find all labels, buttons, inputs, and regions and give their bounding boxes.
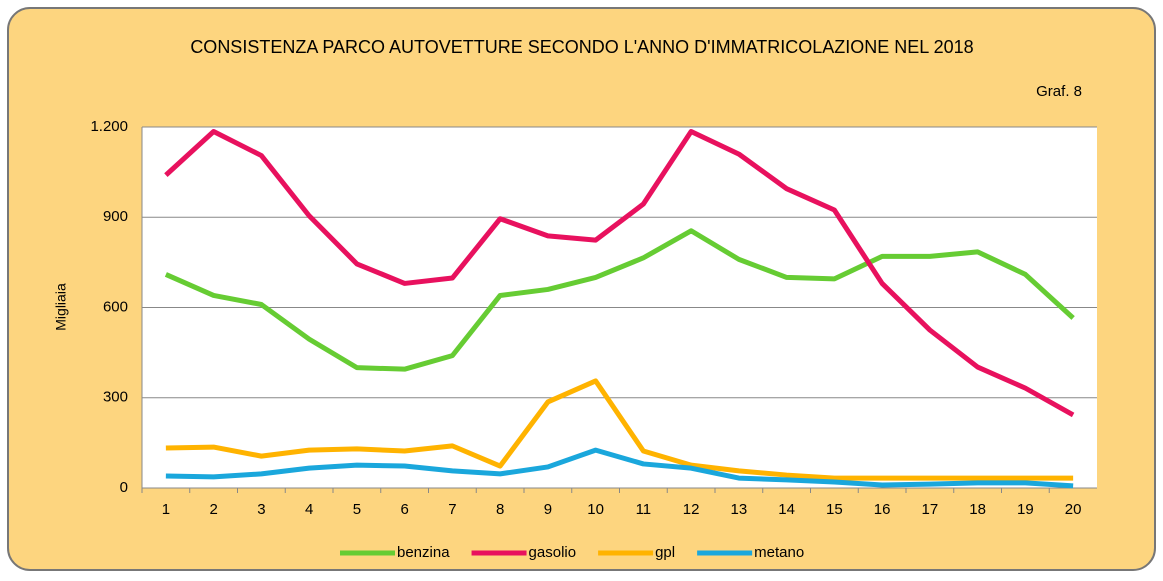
- x-tick-label: 3: [257, 501, 265, 518]
- series-line: [164, 129, 1075, 418]
- y-axis-label: Migliaia: [53, 283, 69, 331]
- legend-label: gasolio: [529, 544, 577, 561]
- legend-label: gpl: [655, 544, 675, 561]
- x-tick-label: 1: [162, 501, 170, 518]
- x-tick-label: 15: [826, 501, 843, 518]
- x-tick-label: 13: [731, 501, 748, 518]
- x-tick-label: 18: [969, 501, 986, 518]
- x-tick-label: 5: [353, 501, 361, 518]
- legend-label: benzina: [397, 544, 450, 561]
- x-tick-label: 8: [496, 501, 504, 518]
- x-tick-label: 2: [209, 501, 217, 518]
- chart-title: CONSISTENZA PARCO AUTOVETTURE SECONDO L'…: [190, 37, 973, 57]
- y-tick-label: 300: [103, 389, 128, 406]
- x-tick-label: 9: [544, 501, 552, 518]
- x-tick-label: 20: [1065, 501, 1082, 518]
- series-line: [164, 228, 1075, 372]
- x-tick-label: 16: [874, 501, 891, 518]
- x-tick-label: 12: [683, 501, 700, 518]
- x-tick-label: 19: [1017, 501, 1034, 518]
- x-tick-label: 4: [305, 501, 313, 518]
- legend-label: metano: [754, 544, 804, 561]
- annotation: Graf. 8: [1036, 83, 1082, 100]
- y-tick-label: 900: [103, 208, 128, 225]
- y-tick-label: 1.200: [90, 118, 128, 135]
- y-tick-label: 600: [103, 298, 128, 315]
- x-tick-label: 11: [636, 501, 652, 518]
- x-tick-label: 17: [922, 501, 939, 518]
- x-tick-label: 7: [448, 501, 456, 518]
- series-line: [165, 447, 1074, 489]
- series-line: [165, 378, 1074, 481]
- x-tick-label: 10: [587, 501, 604, 518]
- y-tick-label: 0: [120, 479, 128, 496]
- x-tick-label: 14: [778, 501, 795, 518]
- x-tick-label: 6: [400, 501, 408, 518]
